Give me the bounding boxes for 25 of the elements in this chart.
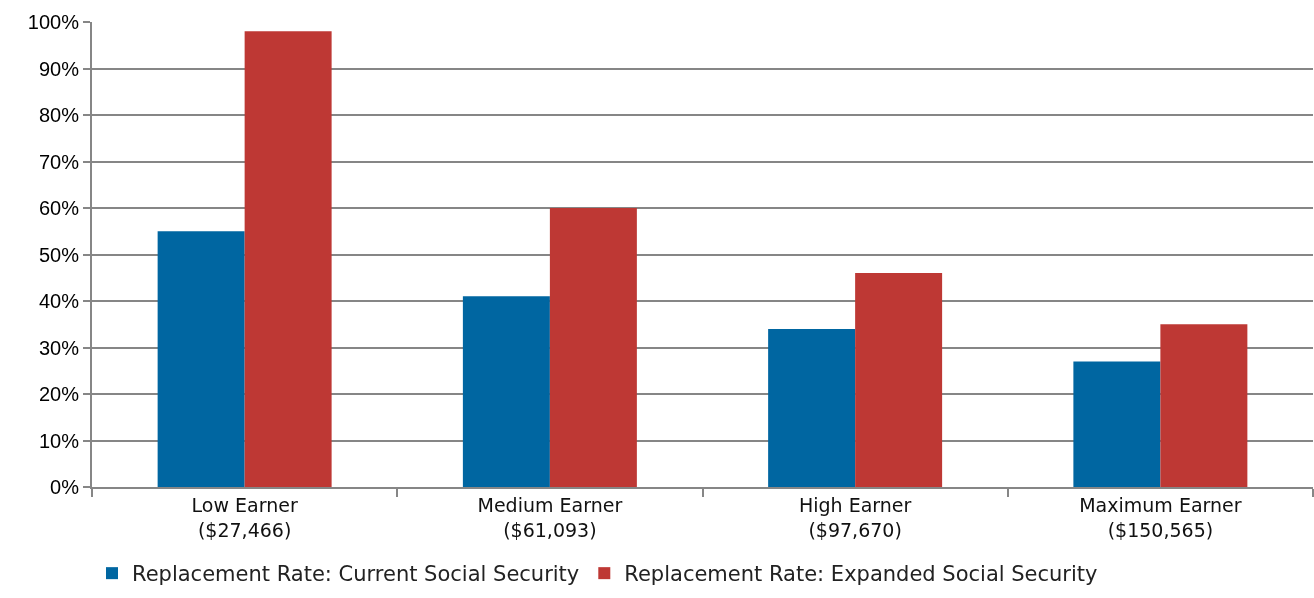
y-tick-label: 100% xyxy=(27,11,80,33)
y-tick-label: 0% xyxy=(50,476,80,498)
bar xyxy=(157,231,245,487)
x-tick-label: Low Earner ($27,466) xyxy=(191,493,298,541)
legend-label: Replacement Rate: Current Social Security xyxy=(132,562,580,587)
y-tick-label: 40% xyxy=(38,290,80,312)
legend-label: Replacement Rate: Expanded Social Security xyxy=(624,562,1098,587)
x-tick-label: High Earner ($97,670) xyxy=(798,493,912,541)
bar xyxy=(462,296,550,487)
x-tick-label: Maximum Earner ($150,565) xyxy=(1079,493,1242,541)
y-tick-label: 10% xyxy=(38,429,80,452)
bar xyxy=(1160,324,1248,487)
bar xyxy=(244,31,332,487)
x-tick-label: Medium Earner ($61,093) xyxy=(477,493,623,541)
y-tick-label: 80% xyxy=(38,104,80,126)
y-tick-label: 90% xyxy=(38,57,80,80)
y-tick-label: 50% xyxy=(38,243,80,266)
bar xyxy=(768,328,856,487)
y-tick-label: 60% xyxy=(38,197,80,219)
bar xyxy=(1073,361,1161,487)
bar xyxy=(855,273,943,487)
y-tick-label: 30% xyxy=(38,336,80,359)
y-tick-label: 20% xyxy=(38,383,80,405)
y-tick-label: 70% xyxy=(38,150,80,173)
bar xyxy=(549,208,637,487)
